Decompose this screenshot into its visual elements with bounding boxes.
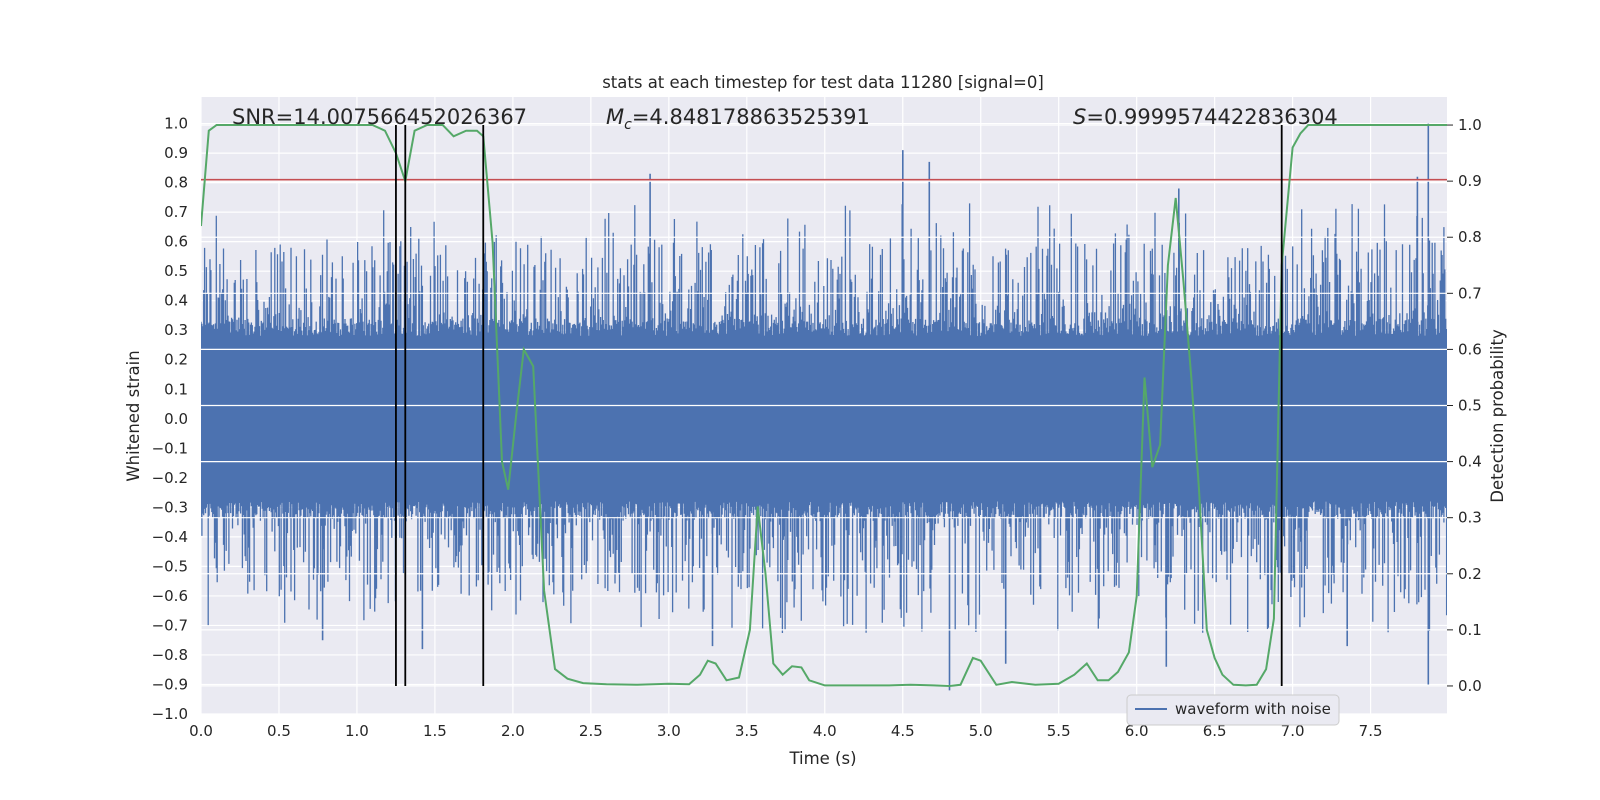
left-y-tick-label: −0.6	[152, 587, 188, 605]
vertical-markers	[395, 125, 1283, 686]
left-y-tick-label: −0.1	[152, 439, 188, 457]
x-tick-label: 6.0	[1125, 722, 1149, 740]
x-tick-label: 0.0	[189, 722, 213, 740]
detection-probability-line	[201, 124, 1447, 688]
right-y-axis-label: Detection probability	[1488, 329, 1507, 503]
score-annotation: S=0.9999574422836304	[1073, 105, 1338, 129]
x-tick-label: 4.5	[891, 722, 915, 740]
left-y-tick-label: 0.8	[164, 174, 188, 192]
x-tick-label: 3.5	[735, 722, 759, 740]
left-y-axis-ticks: 1.0 0.9 0.8 0.7 0.6 0.5 0.4 0.3 0.2 0.1 0.0 −0.1 −0.…	[152, 115, 188, 723]
chart-title: stats at each timestep for test data 112…	[602, 73, 1044, 92]
chirp-mass-symbol: M	[606, 105, 624, 129]
right-y-tick-label: 0.6	[1458, 340, 1482, 358]
left-y-tick-label: −0.2	[152, 469, 188, 487]
x-tick-label: 2.5	[579, 722, 603, 740]
legend: waveform with noise	[1126, 694, 1340, 726]
left-y-tick-label: 0.0	[164, 410, 188, 428]
left-y-tick-label: −0.4	[152, 528, 188, 546]
left-y-tick-label: 0.5	[164, 262, 188, 280]
x-tick-label: 1.5	[423, 722, 447, 740]
chirp-mass-subscript: c	[624, 117, 632, 133]
left-y-tick-label: −0.7	[152, 616, 188, 634]
right-y-tick-label: 0.4	[1458, 453, 1482, 471]
x-tick-label: 6.5	[1203, 722, 1227, 740]
x-tick-label: 4.0	[813, 722, 837, 740]
right-y-tick-label: 0.3	[1458, 509, 1482, 527]
snr-annotation: SNR=14.007566452026367	[232, 105, 527, 129]
left-y-tick-label: 1.0	[164, 115, 188, 133]
waveform-peaks	[321, 123, 1430, 691]
right-y-tick-label: 0.1	[1458, 621, 1482, 639]
right-y-tick-label: 0.5	[1458, 397, 1482, 415]
x-tick-label: 7.5	[1359, 722, 1383, 740]
right-y-axis-ticks: 1.0 0.9 0.8 0.7 0.6 0.5 0.4 0.3 0.2 0.1 0.0	[1447, 116, 1482, 695]
left-y-tick-label: 0.6	[164, 233, 188, 251]
left-y-tick-label: −0.3	[152, 498, 188, 516]
right-axis-grid	[201, 124, 1447, 687]
x-tick-label: 3.0	[657, 722, 681, 740]
score-value: =0.9999574422836304	[1086, 105, 1337, 129]
right-y-tick-label: 0.0	[1458, 677, 1482, 695]
right-y-tick-label: 1.0	[1458, 116, 1482, 134]
x-tick-label: 2.0	[501, 722, 525, 740]
left-y-tick-label: −0.5	[152, 557, 188, 575]
right-y-tick-label: 0.2	[1458, 565, 1482, 583]
left-y-axis-label: Whitened strain	[124, 350, 143, 481]
waveform-series	[201, 123, 1447, 691]
left-y-tick-label: −0.9	[152, 675, 188, 693]
right-y-tick-label: 0.7	[1458, 284, 1482, 302]
right-y-tick-label: 0.8	[1458, 228, 1482, 246]
chirp-mass-annotation: Mc=4.848178863525391	[606, 105, 870, 133]
score-symbol: S	[1073, 105, 1086, 129]
waveform-core	[201, 336, 1447, 502]
legend-label: waveform with noise	[1175, 700, 1331, 718]
x-tick-label: 1.0	[345, 722, 369, 740]
right-y-tick-label: 0.9	[1458, 172, 1482, 190]
x-tick-label: 7.0	[1281, 722, 1305, 740]
left-y-tick-label: 0.3	[164, 321, 188, 339]
legend-box	[1126, 694, 1340, 726]
left-y-tick-label: −0.8	[152, 646, 188, 664]
left-y-tick-label: 0.4	[164, 292, 188, 310]
left-y-tick-label: 0.9	[164, 144, 188, 162]
x-axis-label: Time (s)	[788, 749, 856, 768]
left-y-tick-label: −1.0	[152, 705, 188, 723]
x-tick-label: 5.5	[1047, 722, 1071, 740]
x-tick-label: 5.0	[969, 722, 993, 740]
x-tick-label: 0.5	[267, 722, 291, 740]
x-axis-ticks: 0.0 0.5 1.0 1.5 2.0 2.5 3.0 3.5 4.0 4.5 5.0 5.5 6.0 6…	[189, 722, 1382, 740]
left-y-tick-label: 0.2	[164, 351, 188, 369]
left-y-tick-label: 0.7	[164, 203, 188, 221]
left-y-tick-label: 0.1	[164, 380, 188, 398]
chirp-mass-value: =4.848178863525391	[632, 105, 870, 129]
